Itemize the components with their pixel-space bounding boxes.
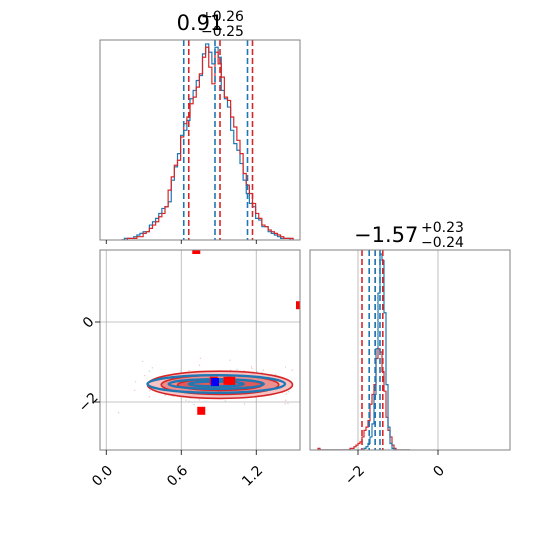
scatter-point xyxy=(180,370,182,372)
scatter-point xyxy=(312,373,313,374)
x-tick-label-param1-0: 0.0 xyxy=(89,463,116,490)
title-param2-upper: +0.23 xyxy=(421,220,464,236)
marker-red-3 xyxy=(227,376,236,385)
hist-param2-red xyxy=(317,348,410,450)
scatter-point xyxy=(193,403,195,406)
scatter-point xyxy=(148,396,151,398)
scatter-point xyxy=(250,366,253,368)
x-tick-label-param2-0: −2 xyxy=(342,463,368,489)
scatter-point xyxy=(229,359,231,361)
scatter-point xyxy=(304,383,305,384)
scatter-point xyxy=(365,381,366,382)
scatter-point xyxy=(198,399,201,401)
title-param2: −1.57 xyxy=(354,223,418,247)
scatter-point xyxy=(236,368,238,371)
scatter-point xyxy=(224,400,227,402)
scatter-point xyxy=(243,403,246,405)
x-tick-label-param1-2: 1.2 xyxy=(239,463,266,490)
scatter-point xyxy=(287,391,290,393)
scatter-point xyxy=(274,373,277,376)
title-param1-lower: −0.25 xyxy=(201,24,244,40)
scatter-point xyxy=(117,412,120,414)
scatter-point xyxy=(291,369,294,371)
joint-panel-frame xyxy=(99,249,301,451)
scatter-point xyxy=(199,357,202,360)
hist-param1-blue xyxy=(121,43,294,240)
hist-param1-red xyxy=(121,46,294,240)
hist-param2-blue xyxy=(318,253,410,450)
scatter-point xyxy=(284,366,287,368)
marker-red-5 xyxy=(296,301,300,310)
scatter-point xyxy=(287,402,289,405)
marker-red-4 xyxy=(192,250,201,254)
marginal-hist-param1-frame xyxy=(99,39,301,241)
marker-red-2 xyxy=(197,406,206,415)
scatter-point xyxy=(133,389,136,392)
scatter-point xyxy=(142,360,144,363)
marginal-hist-param2: −2 0 −1.57 +0.23 −0.24 xyxy=(309,220,511,489)
scatter-point xyxy=(251,367,253,370)
scatter-point xyxy=(149,390,151,392)
scatter-point xyxy=(148,370,151,372)
contour-blue-0 xyxy=(146,374,287,395)
title-param1: 0.91 xyxy=(177,11,224,35)
marginal-hist-param1: 0.91 +0.26 −0.25 xyxy=(99,9,301,244)
scatter-point xyxy=(284,399,287,401)
y-tick-label-param2-0: −2 xyxy=(76,390,102,416)
scatter-point xyxy=(284,403,286,405)
scatter-point xyxy=(262,369,265,371)
title-param1-upper: +0.26 xyxy=(201,9,244,25)
scatter-point xyxy=(188,369,190,372)
scatter-point xyxy=(144,374,146,377)
joint-posterior-panel: 0.0 0.6 1.2 −2 0 xyxy=(76,249,366,490)
scatter-point xyxy=(306,396,307,397)
scatter-point xyxy=(285,393,287,395)
scatter-point xyxy=(151,367,154,369)
scatter-point xyxy=(198,364,201,366)
title-param2-lower: −0.24 xyxy=(421,235,464,251)
scatter-point xyxy=(188,400,190,403)
x-tick-label-param2-1: 0 xyxy=(430,463,448,481)
marginal-hist-param2-frame xyxy=(309,249,511,451)
y-tick-label-param2-1: 0 xyxy=(80,314,98,332)
scatter-point xyxy=(185,399,187,401)
x-tick-label-param1-1: 0.6 xyxy=(164,463,191,490)
scatter-point xyxy=(134,381,137,383)
marker-blue-0 xyxy=(211,378,219,386)
